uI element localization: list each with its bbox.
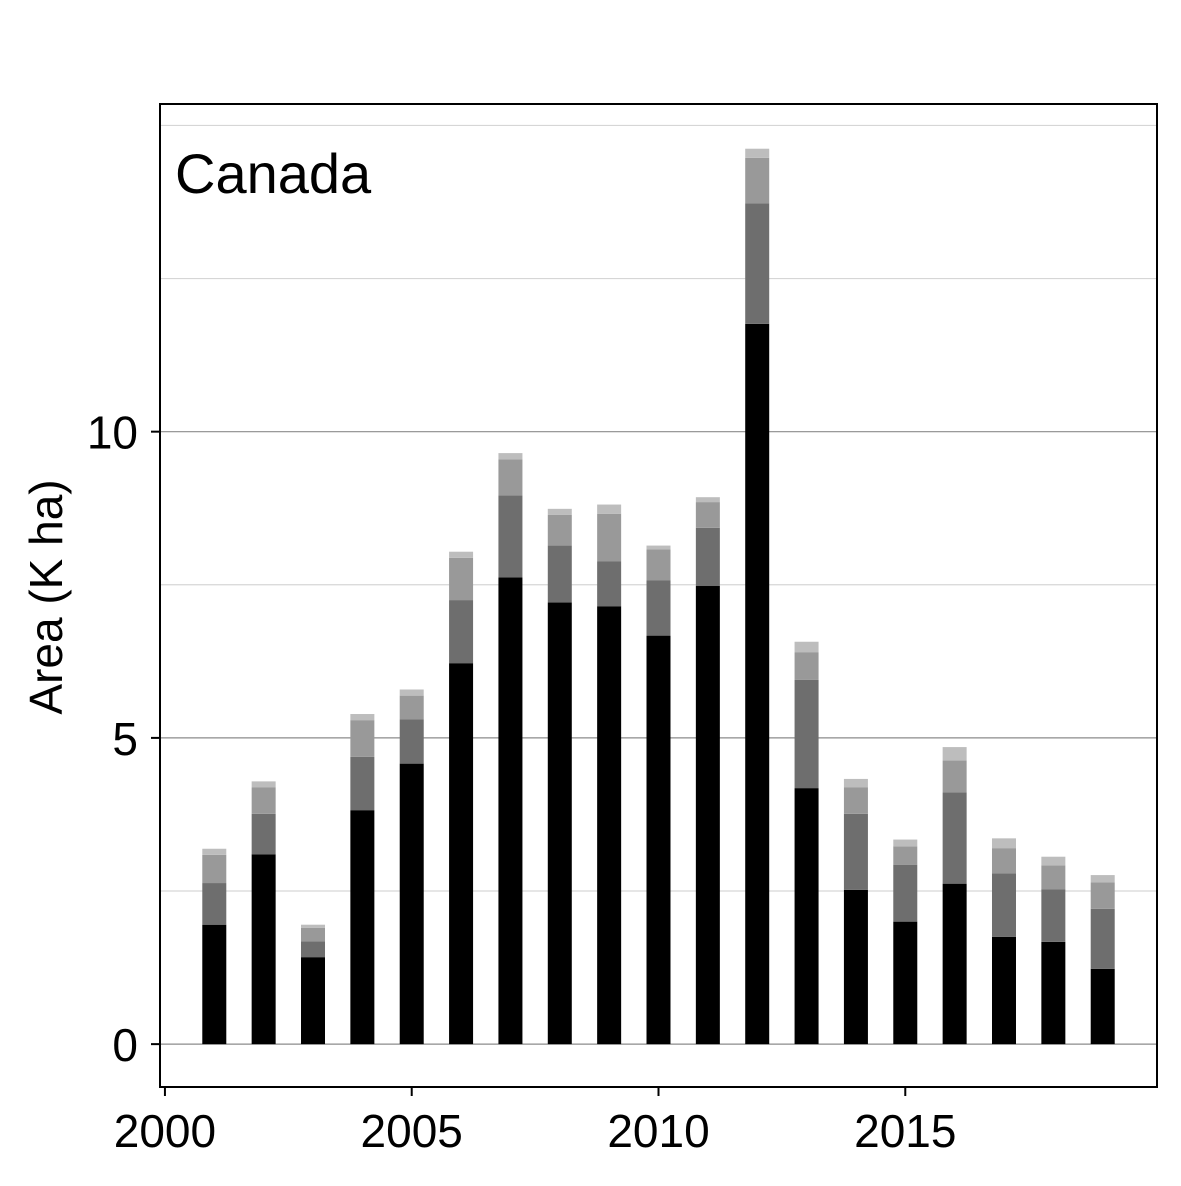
bar-segment-2: [794, 679, 819, 789]
bar-segment-1: [991, 936, 1016, 1045]
bar-segment-3: [498, 459, 523, 496]
x-tick-label: 2000: [114, 1105, 216, 1157]
bar-segment-4: [794, 641, 819, 653]
bar-segment-2: [399, 719, 424, 764]
y-tick-label: 10: [87, 407, 138, 459]
bar-segment-3: [597, 513, 622, 562]
bar-segment-3: [350, 720, 375, 757]
bar-segment-2: [991, 873, 1016, 937]
bar-segment-3: [991, 848, 1016, 874]
bar-segment-2: [745, 203, 770, 324]
bar-segment-4: [399, 689, 424, 696]
bar-segment-4: [597, 504, 622, 514]
bar-segment-2: [202, 883, 227, 925]
x-tick-label: 2005: [361, 1105, 463, 1157]
bar-segment-4: [646, 545, 671, 550]
axis-layer: 0 5 10 2000 2005 2010 2015: [87, 407, 957, 1157]
bar-segment-1: [399, 763, 424, 1045]
bar-segment-1: [202, 924, 227, 1045]
bar-segment-1: [745, 323, 770, 1045]
bar-segment-3: [251, 787, 276, 814]
bar-segment-2: [350, 756, 375, 811]
bar-segment-3: [399, 695, 424, 720]
bar-segment-4: [498, 453, 523, 460]
bar-segment-4: [1090, 875, 1115, 883]
bar-segment-4: [547, 508, 572, 515]
bar-segment-1: [547, 602, 572, 1045]
bar-segment-2: [498, 495, 523, 578]
bar-segment-3: [942, 760, 967, 793]
bar-segment-2: [1041, 889, 1066, 942]
bar-segment-2: [1090, 908, 1115, 969]
bar-segment-2: [301, 941, 326, 958]
bar-segment-4: [695, 497, 720, 503]
bar-segment-1: [893, 921, 918, 1045]
y-axis-label: Area (K ha): [20, 479, 72, 714]
bar-segment-4: [251, 781, 276, 788]
bar-segment-4: [202, 848, 227, 855]
bar-segment-3: [843, 787, 868, 814]
bar-segment-3: [547, 514, 572, 546]
bar-segment-3: [301, 927, 326, 942]
bar-segment-4: [449, 551, 474, 558]
bar-segment-4: [1041, 856, 1066, 866]
bar-segment-1: [942, 883, 967, 1045]
bar-segment-1: [1041, 941, 1066, 1045]
bar-segment-1: [350, 810, 375, 1045]
bar-segment-3: [794, 652, 819, 680]
bar-segment-1: [449, 663, 474, 1045]
bar-segment-1: [695, 586, 720, 1045]
bar-segment-1: [597, 606, 622, 1045]
y-tick-label: 5: [112, 713, 138, 765]
bar-segment-3: [449, 557, 474, 601]
bar-segment-2: [843, 813, 868, 890]
y-tick-label: 0: [112, 1019, 138, 1071]
bar-segment-2: [695, 527, 720, 587]
bar-segment-2: [942, 792, 967, 884]
bar-segment-2: [597, 561, 622, 607]
x-tick-label: 2015: [854, 1105, 956, 1157]
bar-segment-3: [202, 854, 227, 884]
bar-segment-4: [301, 924, 326, 928]
bar-segment-2: [547, 545, 572, 603]
bar-segment-3: [1041, 865, 1066, 890]
bar-segment-3: [745, 157, 770, 204]
bar-layer: [202, 148, 1115, 1045]
bar-segment-2: [449, 600, 474, 664]
x-tick-label: 2010: [607, 1105, 709, 1157]
bar-segment-1: [301, 957, 326, 1045]
bar-segment-3: [695, 502, 720, 528]
bar-segment-2: [893, 864, 918, 922]
bar-segment-3: [1090, 882, 1115, 909]
bar-segment-4: [350, 714, 375, 721]
bar-segment-4: [942, 747, 967, 761]
bar-segment-4: [843, 778, 868, 788]
bar-segment-1: [843, 889, 868, 1045]
panel-label: Canada: [175, 142, 372, 205]
bar-segment-1: [1090, 968, 1115, 1045]
bar-segment-3: [893, 846, 918, 865]
bar-segment-1: [251, 854, 276, 1045]
bar-segment-1: [794, 788, 819, 1045]
bar-segment-4: [893, 839, 918, 847]
bar-segment-3: [646, 549, 671, 581]
bar-segment-1: [646, 635, 671, 1045]
bar-segment-2: [646, 580, 671, 636]
bar-segment-2: [251, 813, 276, 855]
bar-segment-1: [498, 577, 523, 1045]
bar-segment-4: [745, 148, 770, 158]
bar-segment-4: [991, 838, 1016, 849]
